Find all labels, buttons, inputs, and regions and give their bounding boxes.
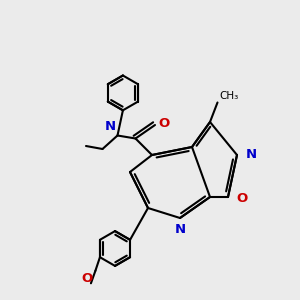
Text: O: O [159,117,170,130]
Text: N: N [245,148,256,161]
Text: O: O [236,192,248,205]
Text: N: N [174,223,186,236]
Text: O: O [82,272,93,285]
Text: CH₃: CH₃ [219,91,238,101]
Text: N: N [105,120,116,133]
